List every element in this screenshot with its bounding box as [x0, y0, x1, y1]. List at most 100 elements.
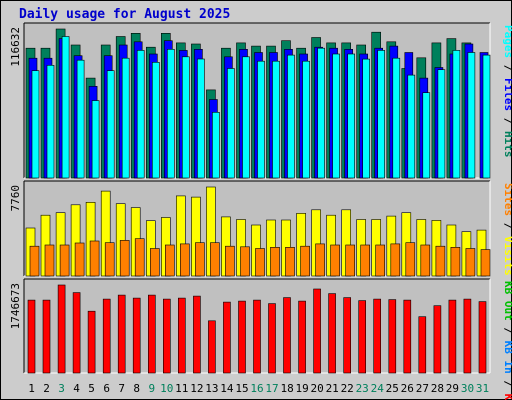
panel-top-max-label: 116632 — [9, 27, 22, 67]
x-tick-label-day-29: 29 — [446, 382, 459, 395]
panel-bot-max-label: 1746673 — [9, 283, 22, 329]
bar-sites-day-3 — [59, 244, 70, 277]
bar-pages-day-2 — [46, 65, 55, 179]
bar-pages-day-21 — [332, 53, 340, 179]
bar-kb-f-day-31 — [478, 301, 487, 374]
bar-pages-day-15 — [242, 56, 250, 179]
x-tick-label-day-23: 23 — [356, 382, 369, 395]
bar-pages-day-31 — [482, 54, 491, 179]
bar-kb-f-day-8 — [132, 297, 141, 374]
bar-pages-day-6 — [106, 70, 115, 179]
x-tick-label-day-28: 28 — [431, 382, 444, 395]
bar-pages-day-1 — [31, 70, 40, 179]
bar-kb-f-day-18 — [283, 297, 291, 374]
bar-kb-f-day-28 — [433, 305, 442, 374]
legend-pages: Pages — [502, 25, 512, 58]
x-tick-label-day-13: 13 — [205, 382, 218, 395]
bar-kb-f-day-16 — [253, 299, 261, 374]
bar-sites-day-29 — [450, 247, 461, 277]
bar-pages-day-8 — [136, 50, 145, 179]
legend-separator: / — [502, 321, 512, 341]
legend-kb-in: KB In — [502, 341, 512, 374]
x-tick-label-day-17: 17 — [265, 382, 278, 395]
x-tick-label-day-25: 25 — [386, 382, 399, 395]
x-tick-label-day-22: 22 — [341, 382, 354, 395]
bar-pages-day-27 — [422, 92, 431, 179]
bar-pages-day-5 — [91, 100, 100, 179]
x-tick-label-day-8: 8 — [133, 382, 140, 395]
legend-separator: / — [502, 374, 512, 394]
x-tick-label-day-10: 10 — [160, 382, 173, 395]
x-tick-label-day-2: 2 — [43, 382, 50, 395]
bar-pages-day-25 — [392, 57, 401, 179]
bar-pages-day-29 — [452, 50, 461, 179]
bar-kb-f-day-25 — [388, 299, 397, 374]
bar-sites-day-5 — [89, 240, 100, 277]
bar-kb-f-day-10 — [163, 298, 171, 374]
bar-sites-day-2 — [44, 244, 55, 277]
bar-sites-day-26 — [405, 242, 416, 277]
bar-kb-f-day-12 — [193, 295, 201, 374]
bar-kb-f-day-21 — [328, 293, 336, 374]
bar-pages-day-10 — [167, 48, 175, 179]
bar-pages-day-9 — [152, 61, 160, 179]
bar-kb-f-day-1 — [27, 299, 36, 374]
bar-sites-day-27 — [420, 244, 431, 277]
bar-sites-day-10 — [165, 244, 175, 277]
x-tick-label-day-26: 26 — [401, 382, 414, 395]
x-tick-label-day-12: 12 — [190, 382, 203, 395]
x-tick-label-day-15: 15 — [235, 382, 248, 395]
bar-kb-f-day-5 — [87, 310, 96, 374]
x-tick-label-day-5: 5 — [88, 382, 95, 395]
bar-kb-f-day-2 — [42, 299, 51, 374]
bar-sites-day-7 — [119, 240, 130, 277]
bar-sites-day-1 — [29, 245, 40, 277]
bar-kb-f-day-19 — [298, 300, 306, 374]
x-tick-label-day-18: 18 — [280, 382, 293, 395]
bar-sites-day-4 — [74, 242, 85, 277]
bar-pages-day-28 — [437, 69, 446, 179]
bar-kb-f-day-27 — [418, 316, 427, 374]
legend-kb-out: KB Out — [502, 281, 512, 321]
x-tick-label-day-9: 9 — [148, 382, 155, 395]
bar-kb-f-day-20 — [313, 288, 321, 374]
bar-sites-day-31 — [480, 249, 491, 277]
bar-sites-day-9 — [150, 248, 160, 277]
legend-visits: Visits — [502, 236, 512, 276]
x-tick-label-day-14: 14 — [220, 382, 234, 395]
bar-pages-day-13 — [212, 112, 220, 179]
bar-pages-day-17 — [272, 60, 280, 179]
bar-sites-day-23 — [360, 244, 371, 277]
bar-kb-f-day-26 — [403, 299, 412, 374]
bar-sites-day-17 — [270, 247, 280, 277]
bar-pages-day-22 — [347, 53, 356, 179]
bar-kb-f-day-15 — [238, 300, 246, 374]
bar-sites-day-24 — [375, 244, 386, 277]
panel-bot-legend: KB Out / KB In / KB F — [502, 281, 512, 400]
bar-pages-day-26 — [407, 74, 416, 179]
x-tick-label-day-20: 20 — [310, 382, 323, 395]
legend-kb-f: KB F — [502, 394, 512, 400]
bar-sites-day-13 — [210, 242, 220, 277]
bar-pages-day-20 — [317, 47, 325, 179]
bar-sites-day-12 — [195, 242, 205, 277]
bar-pages-day-12 — [197, 58, 205, 179]
bar-kb-f-day-24 — [373, 298, 382, 374]
bar-pages-day-18 — [287, 54, 295, 179]
x-tick-label-day-19: 19 — [295, 382, 308, 395]
x-tick-label-day-3: 3 — [58, 382, 65, 395]
bar-sites-day-16 — [255, 248, 265, 277]
bar-sites-day-22 — [345, 244, 356, 277]
x-tick-label-day-30: 30 — [461, 382, 474, 395]
bar-pages-day-14 — [227, 68, 235, 179]
bar-sites-day-19 — [300, 245, 310, 277]
bar-kb-f-day-9 — [148, 294, 156, 374]
bar-sites-day-21 — [330, 244, 340, 277]
bar-kb-f-day-17 — [268, 303, 276, 374]
bar-kb-f-day-30 — [463, 298, 472, 374]
bar-kb-f-day-3 — [57, 284, 66, 374]
panel-mid-legend: Sites / Visits — [502, 183, 512, 276]
bar-pages-day-4 — [76, 59, 85, 179]
x-tick-label-day-16: 16 — [250, 382, 263, 395]
bar-kb-f-day-6 — [102, 298, 111, 374]
